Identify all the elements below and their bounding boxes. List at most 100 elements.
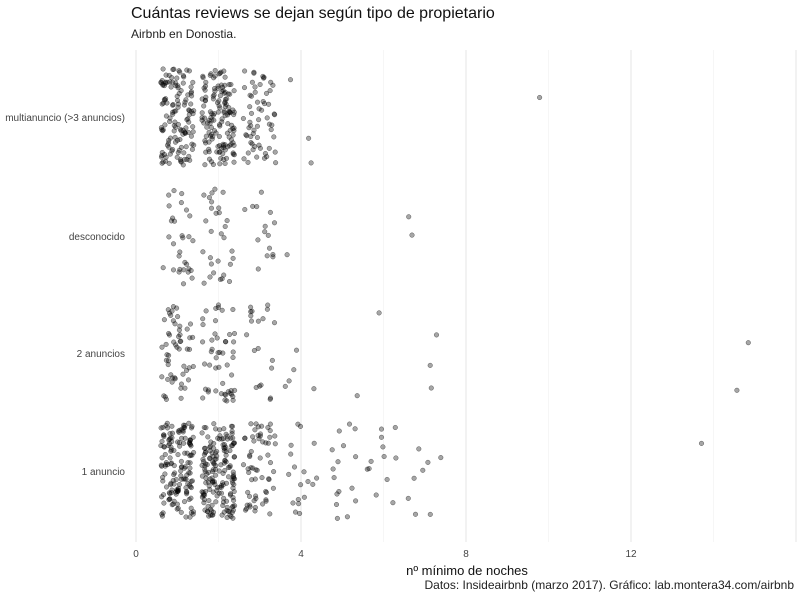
data-point (175, 150, 181, 156)
data-point (174, 75, 180, 81)
data-point (353, 454, 359, 460)
data-point (292, 509, 299, 515)
data-point (187, 321, 194, 327)
data-point (190, 509, 197, 515)
data-point (295, 496, 301, 503)
data-point (231, 339, 237, 345)
data-point (207, 362, 213, 368)
data-point (231, 152, 237, 158)
data-point (225, 91, 231, 97)
data-point (190, 111, 196, 117)
data-point (288, 442, 294, 448)
data-point (226, 278, 233, 285)
data-point (160, 478, 166, 484)
data-point (263, 90, 270, 96)
data-point (159, 127, 165, 133)
data-point (222, 445, 228, 451)
data-point (344, 514, 350, 520)
data-point (222, 113, 228, 119)
data-point (248, 448, 254, 455)
data-point (220, 189, 226, 195)
data-point (248, 318, 255, 324)
data-point (176, 334, 182, 340)
data-point (314, 475, 320, 481)
data-point (392, 424, 398, 431)
data-point (175, 487, 181, 493)
data-point (255, 318, 261, 324)
data-point (189, 275, 195, 281)
data-point (181, 499, 188, 505)
data-point (217, 123, 223, 129)
data-point (215, 143, 221, 150)
data-point (257, 145, 263, 151)
data-point (175, 428, 181, 434)
data-point (216, 98, 222, 104)
data-point (306, 135, 312, 141)
data-point (259, 107, 265, 113)
data-point (254, 204, 260, 210)
data-point (167, 151, 173, 157)
data-point (218, 482, 225, 489)
data-point (221, 272, 227, 278)
data-point (185, 460, 191, 466)
data-point (184, 450, 190, 456)
data-point (207, 72, 213, 78)
data-point (178, 385, 184, 391)
data-point (177, 126, 183, 132)
data-point (265, 452, 271, 458)
data-point (173, 491, 179, 497)
data-point (176, 90, 182, 97)
data-point (158, 443, 164, 449)
data-point (220, 350, 226, 356)
data-point (206, 156, 213, 162)
data-point (216, 205, 222, 211)
data-point (171, 66, 177, 72)
data-point (215, 258, 221, 264)
data-point (266, 245, 273, 251)
data-point (170, 102, 176, 108)
data-point (163, 357, 169, 363)
data-point (200, 249, 206, 255)
data-point (220, 470, 226, 476)
data-point (174, 93, 180, 99)
data-point (224, 130, 230, 136)
data-point (203, 425, 209, 431)
data-point (174, 344, 180, 350)
data-point (267, 421, 273, 427)
data-point (230, 255, 236, 261)
data-point (248, 313, 254, 319)
data-point (189, 452, 195, 458)
data-point (202, 115, 208, 121)
data-point (178, 128, 184, 134)
data-point (208, 261, 214, 267)
data-point (206, 194, 212, 201)
data-point (201, 459, 207, 465)
data-point (384, 476, 390, 483)
data-point (164, 352, 170, 358)
data-point (221, 460, 227, 466)
data-point (224, 504, 230, 510)
data-point (171, 188, 177, 194)
data-point (183, 514, 189, 520)
data-point (218, 484, 224, 490)
data-point (165, 376, 171, 382)
data-point (201, 497, 207, 503)
data-point (188, 267, 194, 274)
data-point (181, 422, 187, 428)
data-point (190, 238, 196, 244)
data-point (167, 135, 174, 141)
data-point (183, 485, 189, 491)
data-point (160, 81, 166, 87)
data-point (368, 458, 374, 464)
data-point (200, 395, 206, 401)
data-point (213, 472, 219, 478)
data-point (223, 155, 230, 161)
data-point (210, 479, 216, 485)
data-point (354, 393, 360, 399)
data-point (272, 433, 278, 439)
data-point (177, 443, 183, 449)
data-point (253, 493, 259, 499)
data-point (159, 438, 165, 444)
data-point (178, 144, 184, 150)
data-point (260, 98, 266, 105)
